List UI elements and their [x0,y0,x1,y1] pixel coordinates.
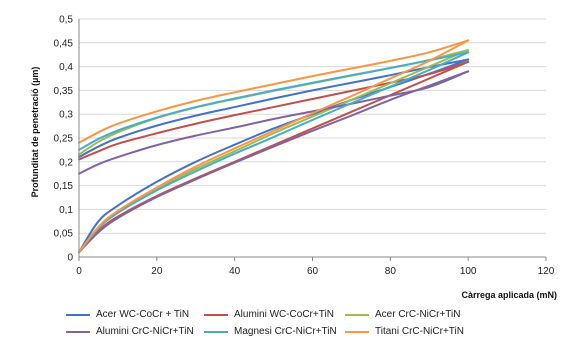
y-tick-labels: 0 0,05 0,1 0,15 0,2 0,25 0,3 0,35 0,4 0,45 0,5 [54,15,74,264]
y-tick-label: 0,2 [59,157,73,168]
y-tick-label: 0 [67,253,73,264]
legend-label: Alumini WC-CoCr+TiN [234,309,334,320]
legend-swatch [204,313,228,316]
y-tick-label: 0,5 [59,15,73,26]
y-tick-label: 0,35 [54,86,74,97]
x-tick-labels: 0 20 40 60 80 100 120 [76,257,555,277]
series-1-unloading-line [78,58,470,159]
series-6-unloading-line [78,39,470,144]
legend-swatch [66,313,90,316]
series-6-loading-line [78,39,470,254]
series-5-loading-line [78,51,470,254]
x-tick-label: 60 [307,266,319,277]
series-5-unloading-line [78,51,470,151]
legend-label: Magnesi CrC-NiCr+TiN [234,326,337,337]
legend-item: Alumini CrC-NiCr+TiN [66,326,198,337]
legend-item: Magnesi CrC-NiCr+TiN [204,326,339,337]
x-axis-title: Càrrega aplicada (mN) [461,290,557,300]
x-tick-label: 80 [385,266,397,277]
x-tick-label: 0 [76,266,82,277]
y-tick-label: 0,15 [54,181,74,192]
series-lines [78,39,470,254]
series-1-loading-line [78,58,470,254]
x-tick-label: 120 [538,266,555,277]
legend: Acer WC-CoCr + TiN Alumini WC-CoCr+TiN Ace… [66,309,536,337]
series-4-loading-line [78,70,470,254]
legend-label: Titani CrC-NiCr+TiN [375,326,464,337]
y-tick-label: 0,4 [59,62,73,73]
y-tick-label: 0,45 [54,38,74,49]
series-2-loading-line [78,60,470,254]
x-tick-label: 100 [460,266,477,277]
x-tick-label: 40 [229,266,241,277]
legend-swatch [204,330,228,333]
legend-label: Alumini CrC-NiCr+TiN [96,326,194,337]
series-4-unloading-line [78,70,470,175]
legend-swatch [345,313,369,316]
y-tick-label: 0,25 [54,134,74,145]
legend-item: Alumini WC-CoCr+TiN [204,309,339,320]
legend-item: Acer CrC-NiCr+TiN [345,309,480,320]
y-tick-label: 0,3 [59,110,73,121]
legend-item: Acer WC-CoCr + TiN [66,309,198,320]
legend-swatch [66,330,90,333]
legend-swatch [345,330,369,333]
legend-item: Titani CrC-NiCr+TiN [345,326,480,337]
legend-label: Acer CrC-NiCr+TiN [375,309,461,320]
legend-label: Acer WC-CoCr + TiN [96,309,190,320]
y-axis-title: Profunditat de penetració (µm) [30,67,40,198]
y-tick-label: 0,1 [59,205,73,216]
x-tick-label: 20 [151,266,163,277]
y-tick-label: 0,05 [54,229,74,240]
